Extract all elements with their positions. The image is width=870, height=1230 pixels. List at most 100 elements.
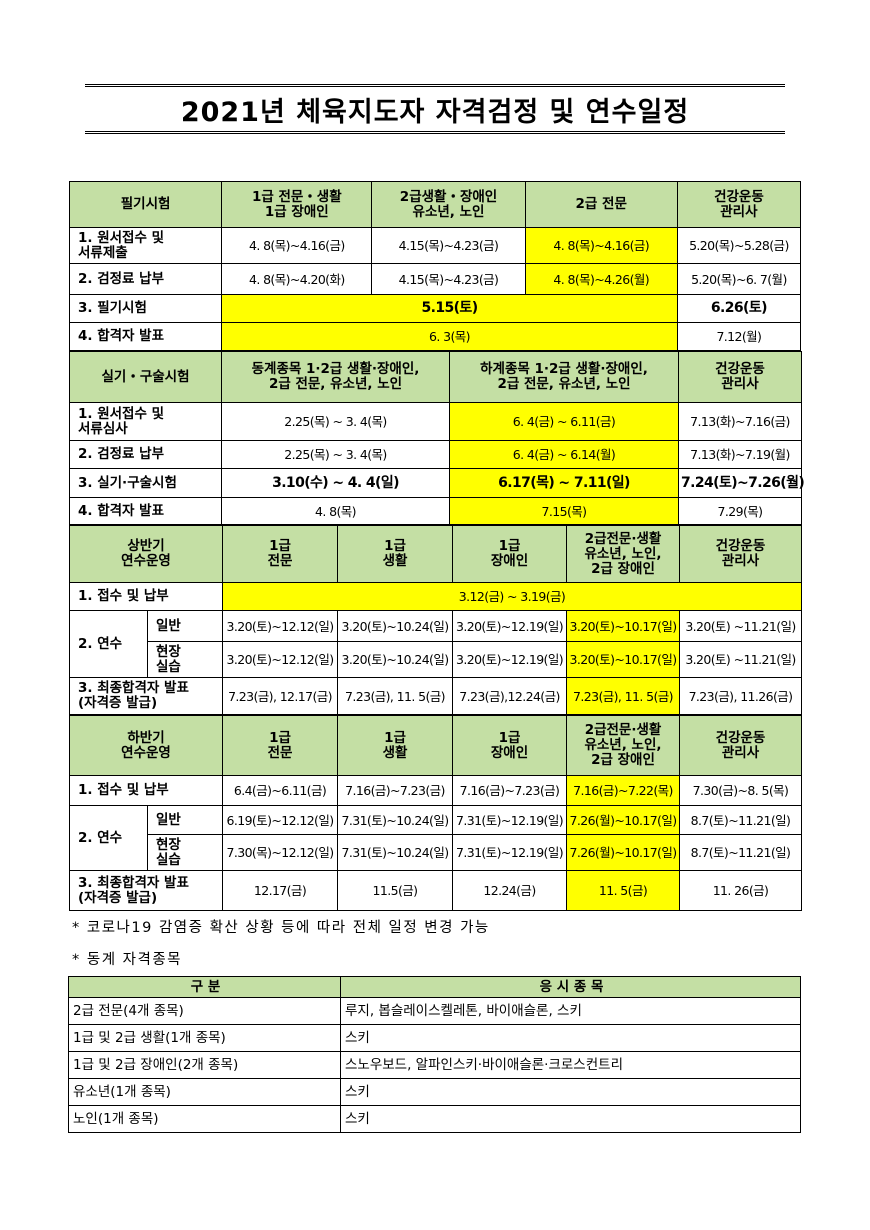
first-half-training-table: 상반기 연수운영 1급 전문 1급 생활 1급 장애인 2급전문·생활 유소년, 노인,… bbox=[69, 525, 802, 715]
table-cell: 7.23(금), 11. 5(금) bbox=[566, 677, 680, 715]
row-label: 3. 최종합격자 발표 (자격증 발급) bbox=[69, 870, 223, 911]
table-cell: 4. 8(목)~4.26(월) bbox=[524, 263, 678, 295]
practical-exam-table: 실기・구술시험 동계종목 1·2급 생활·장애인, 2급 전문, 유소년, 노인 하… bbox=[69, 351, 805, 525]
table-cell: 4. 8(목)~4.16(금) bbox=[524, 227, 678, 264]
table-cell: 7.13(화)~7.16(금) bbox=[678, 402, 802, 441]
events-cell: 루지, 봅슬레이스켈레톤, 바이애슬론, 스키 bbox=[340, 997, 801, 1025]
table-cell: 7.15(목) bbox=[449, 497, 679, 525]
column-header: 필기시험 bbox=[68, 181, 223, 228]
row-label: 1. 접수 및 납부 bbox=[69, 775, 223, 806]
table-cell: 3.20(토)~12.12(일) bbox=[222, 610, 338, 642]
column-header: 2급전문·생활 유소년, 노인, 2급 장애인 bbox=[566, 525, 680, 583]
column-header: 상반기 연수운영 bbox=[69, 525, 223, 583]
table-row: 1. 접수 및 납부 6.4(금)~6.11(금) 7.16(금)~7.23(금) 7… bbox=[69, 775, 802, 806]
column-header: 2급전문·생활 유소년, 노인, 2급 장애인 bbox=[566, 715, 680, 776]
table-cell: 4. 8(목)~4.16(금) bbox=[221, 227, 373, 264]
column-header: 동계종목 1·2급 생활·장애인, 2급 전문, 유소년, 노인 bbox=[221, 351, 450, 403]
table-cell: 4. 8(목) bbox=[221, 497, 450, 525]
header-row: 상반기 연수운영 1급 전문 1급 생활 1급 장애인 2급전문·생활 유소년, 노인,… bbox=[69, 525, 802, 583]
header-row: 필기시험 1급 전문・생활 1급 장애인 2급생활・장애인 유소년, 노인 2급 전문… bbox=[68, 181, 802, 228]
table-cell: 3.20(토)~10.17(일) bbox=[566, 610, 680, 642]
table-row: 2. 연수 일반 6.19(토)~12.12(일) 7.31(토)~10.24(일) 7… bbox=[69, 805, 802, 871]
table-cell: 7.31(토)~10.24(일) bbox=[337, 805, 453, 835]
table-cell: 6.26(토) bbox=[676, 294, 802, 323]
table-cell: 7.31(토)~12.19(일) bbox=[452, 834, 567, 871]
table-cell: 6.19(토)~12.12(일) bbox=[222, 805, 338, 835]
table-cell: 7.23(금), 11.26(금) bbox=[679, 677, 802, 715]
column-header: 1급 장애인 bbox=[452, 715, 567, 776]
table-cell: 5.15(토) bbox=[221, 294, 678, 323]
column-header: 하반기 연수운영 bbox=[69, 715, 223, 776]
winter-events-header: 구 분 응 시 종 목 bbox=[68, 976, 801, 998]
table-row: 2. 연수 일반 3.20(토)~12.12(일) 3.20(토)~10.24(일) 3… bbox=[69, 610, 802, 678]
table-cell: 7.26(월)~10.17(일) bbox=[566, 805, 680, 835]
winter-events-table: 구 분 응 시 종 목 2급 전문(4개 종목) 루지, 봅슬레이스켈레톤, 바이… bbox=[68, 976, 801, 1133]
row-label: 4. 합격자 발표 bbox=[69, 497, 222, 525]
table-row: 유소년(1개 종목) 스키 bbox=[68, 1078, 801, 1106]
table-row: 4. 합격자 발표 6. 3(목) 7.12(월) bbox=[68, 322, 802, 351]
table-cell: 7.23(금),12.24(금) bbox=[452, 677, 567, 715]
table-cell: 3.20(토) ~11.21(일) bbox=[679, 610, 802, 642]
column-header: 2급 전문 bbox=[524, 181, 678, 228]
column-header: 1급 전문 bbox=[222, 525, 338, 583]
table-cell: 6.4(금)~6.11(금) bbox=[222, 775, 338, 806]
table-row: 1. 원서접수 및 서류심사 2.25(목) ~ 3. 4(목) 6. 4(금) ~… bbox=[69, 402, 802, 441]
category-cell: 유소년(1개 종목) bbox=[68, 1078, 341, 1106]
table-cell: 2.25(목) ~ 3. 4(목) bbox=[221, 402, 450, 441]
row-label: 현장 실습 bbox=[147, 641, 223, 678]
category-cell: 2급 전문(4개 종목) bbox=[68, 997, 341, 1025]
column-header: 1급 전문・생활 1급 장애인 bbox=[221, 181, 373, 228]
row-label: 1. 원서접수 및 서류제출 bbox=[68, 227, 223, 264]
second-half-training-table: 하반기 연수운영 1급 전문 1급 생활 1급 장애인 2급전문·생활 유소년, 노인,… bbox=[69, 715, 802, 911]
row-label: 2. 검정료 납부 bbox=[68, 263, 223, 295]
table-row: 현장 실습 3.20(토)~12.12(일) 3.20(토)~10.24(일) 3.2… bbox=[70, 641, 802, 678]
title-box: 2021년 체육지도자 자격검정 및 연수일정 bbox=[85, 84, 785, 134]
table-row: 3. 최종합격자 발표 (자격증 발급) 7.23(금), 12.17(금) 7.2… bbox=[69, 677, 802, 715]
column-header: 건강운동 관리사 bbox=[679, 525, 802, 583]
table-row: 1급 및 2급 장애인(2개 종목) 스노우보드, 알파인스키·바이애슬론·크로스… bbox=[68, 1051, 801, 1079]
events-cell: 스키 bbox=[340, 1105, 801, 1133]
table-row: 1급 및 2급 생활(1개 종목) 스키 bbox=[68, 1024, 801, 1052]
header-category: 구 분 bbox=[68, 976, 341, 998]
row-label: 3. 실기·구술시험 bbox=[69, 468, 222, 498]
row-label: 3. 필기시험 bbox=[68, 294, 223, 323]
table-row: 2. 검정료 납부 2.25(목) ~ 3. 4(목) 6. 4(금) ~ 6.14… bbox=[69, 440, 802, 469]
table-cell: 12.24(금) bbox=[452, 870, 567, 911]
table-cell: 7.24(토)~7.26(월) bbox=[678, 468, 805, 498]
table-row: 3. 최종합격자 발표 (자격증 발급) 12.17(금) 11.5(금) 12.24… bbox=[69, 870, 802, 911]
table-cell: 5.20(목)~6. 7(월) bbox=[676, 263, 802, 295]
table-cell: 2.25(목) ~ 3. 4(목) bbox=[221, 440, 450, 469]
table-cell: 4.15(목)~4.23(금) bbox=[371, 227, 526, 264]
table-cell: 7.31(토)~10.24(일) bbox=[337, 834, 453, 871]
table-row: 1. 원서접수 및 서류제출 4. 8(목)~4.16(금) 4.15(목)~4.2… bbox=[68, 227, 802, 264]
row-label: 1. 원서접수 및 서류심사 bbox=[69, 402, 222, 441]
column-header: 1급 생활 bbox=[337, 525, 453, 583]
row-label: 일반 bbox=[147, 610, 223, 642]
table-cell: 5.20(목)~5.28(금) bbox=[676, 227, 802, 264]
table-cell: 8.7(토)~11.21(일) bbox=[679, 805, 802, 835]
table-cell: 7.16(금)~7.23(금) bbox=[337, 775, 453, 806]
column-header: 하계종목 1·2급 생활·장애인, 2급 전문, 유소년, 노인 bbox=[449, 351, 679, 403]
row-label: 3. 최종합격자 발표 (자격증 발급) bbox=[69, 677, 223, 715]
row-label: 1. 접수 및 납부 bbox=[69, 582, 223, 611]
table-cell: 4. 8(목)~4.20(화) bbox=[221, 263, 373, 295]
table-row: 2. 검정료 납부 4. 8(목)~4.20(화) 4.15(목)~4.23(금) 4… bbox=[68, 263, 802, 295]
page-title: 2021년 체육지도자 자격검정 및 연수일정 bbox=[180, 96, 690, 128]
row-label: 현장 실습 bbox=[147, 834, 223, 871]
table-cell: 3.10(수) ~ 4. 4(일) bbox=[221, 468, 450, 498]
row-label: 2. 연수 bbox=[69, 805, 148, 871]
header-events: 응 시 종 목 bbox=[340, 976, 801, 998]
table-cell: 7.12(월) bbox=[676, 322, 802, 351]
table-cell: 7.23(금), 12.17(금) bbox=[222, 677, 338, 715]
events-cell: 스키 bbox=[340, 1078, 801, 1106]
table-cell: 7.30(목)~12.12(일) bbox=[222, 834, 338, 871]
schedule-tables: 필기시험 1급 전문・생활 1급 장애인 2급생활・장애인 유소년, 노인 2급 전문… bbox=[68, 181, 805, 911]
column-header: 건강운동 관리사 bbox=[678, 351, 802, 403]
table-cell: 6.17(목) ~ 7.11(일) bbox=[449, 468, 679, 498]
table-cell: 3.20(토)~12.12(일) bbox=[222, 641, 338, 678]
column-header: 1급 전문 bbox=[222, 715, 338, 776]
row-label: 일반 bbox=[147, 805, 223, 835]
table-row: 4. 합격자 발표 4. 8(목) 7.15(목) 7.29(목) bbox=[69, 497, 802, 525]
table-cell: 11. 26(금) bbox=[679, 870, 802, 911]
category-cell: 노인(1개 종목) bbox=[68, 1105, 341, 1133]
